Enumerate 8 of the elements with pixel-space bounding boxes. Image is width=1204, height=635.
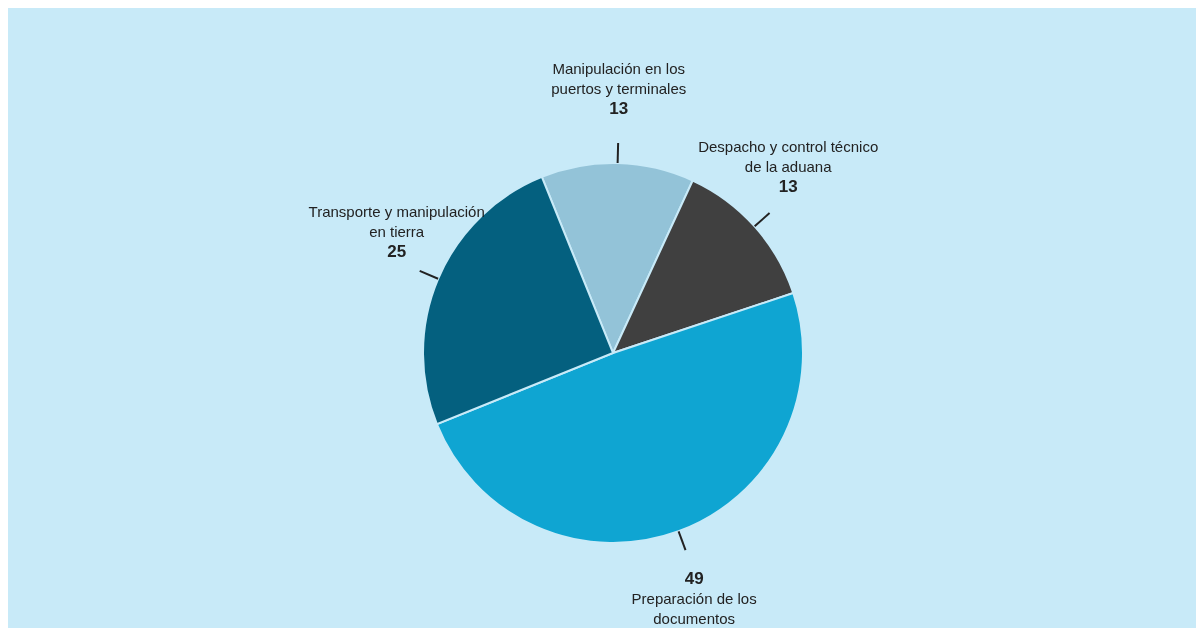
slice-label: Manipulación en los puertos y terminales [551, 60, 687, 98]
data-label: 13 [778, 177, 798, 197]
slice-label: Despacho y control técnico de la aduana [698, 138, 879, 176]
data-label: 13 [609, 99, 629, 119]
data-label: 25 [387, 242, 407, 262]
slice-label: Transporte y manipulación en tierra [308, 203, 485, 241]
slice-label: Preparación de los documentos [631, 589, 757, 627]
data-label: 49 [684, 568, 704, 588]
